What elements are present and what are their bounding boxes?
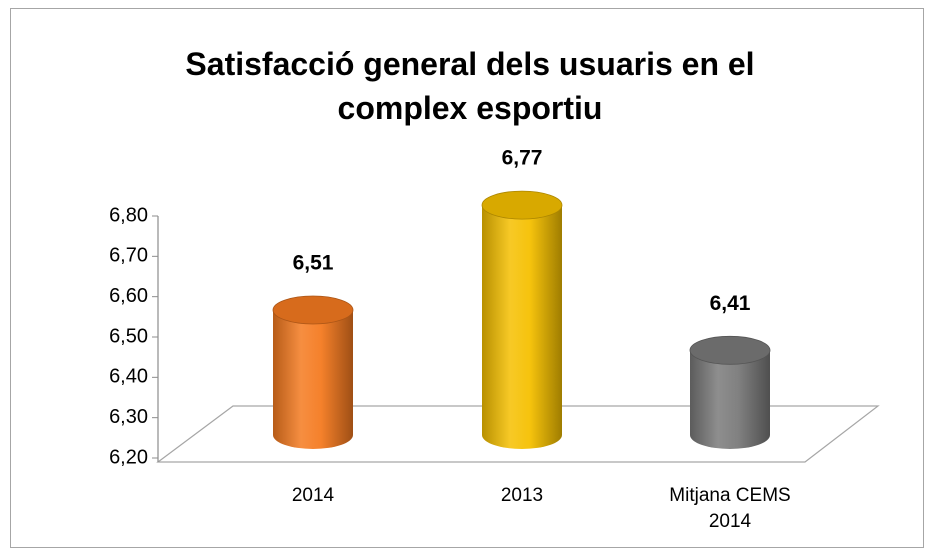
bar-top <box>481 190 563 220</box>
value-label: 6,77 <box>502 147 543 170</box>
y-tick-label: 6,50 <box>109 325 148 347</box>
x-tick-label: 2013 <box>500 485 544 506</box>
value-label: 6,41 <box>710 292 751 315</box>
y-tick-label: 6,40 <box>109 366 148 388</box>
y-tick-label: 6,20 <box>109 446 148 468</box>
y-tick-label: 6,80 <box>109 204 148 226</box>
value-label: 6,51 <box>293 252 334 275</box>
x-tick-label: Mitjana CEMS 2014 <box>669 485 791 532</box>
y-tick-label: 6,60 <box>109 285 148 307</box>
chart-frame <box>10 8 924 548</box>
x-tick-label: 2014 <box>291 485 335 506</box>
bar-top <box>272 295 354 325</box>
y-tick-label: 6,30 <box>109 406 148 428</box>
bar <box>690 350 770 449</box>
bar <box>482 205 562 449</box>
bar-top <box>689 335 771 365</box>
bar <box>273 309 353 449</box>
floor <box>156 405 880 463</box>
y-tick-label: 6,70 <box>109 245 148 267</box>
chart-title: Satisfacció general dels usuaris en el c… <box>185 46 755 126</box>
